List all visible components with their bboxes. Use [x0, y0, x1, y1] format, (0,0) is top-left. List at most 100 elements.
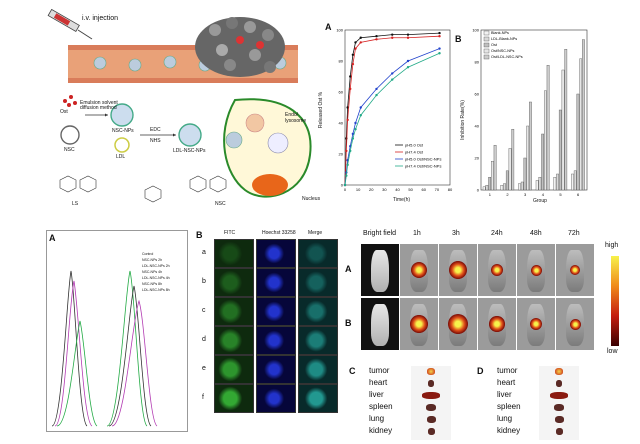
release-point: [354, 128, 357, 131]
inhibition-bar: [523, 157, 527, 191]
confocal-cell: [214, 268, 254, 297]
inhibition-category: 1: [489, 192, 492, 197]
imaging-row-b: B: [345, 318, 352, 328]
release-ytick: 20: [339, 152, 344, 157]
panel-a-letter: A: [325, 22, 332, 32]
organ-image: [554, 404, 564, 411]
confocal-header-fitc: FITC: [224, 230, 236, 236]
fluorescence-signal: [490, 263, 504, 277]
ldl-label: LDL: [116, 154, 126, 160]
inhibition-chart: B 0 20 40 60 80 100 1 2 3 4 5 6 Blank-NPs LDL-Blank-N…: [455, 22, 595, 207]
confocal-cell: [298, 326, 338, 355]
organ-label: kidney: [497, 426, 521, 435]
release-point: [351, 132, 355, 136]
inhibition-legend-label: Ost/LDL-NSC-NPs: [491, 55, 523, 59]
organ-label: heart: [497, 378, 516, 387]
confocal-cell: [298, 268, 338, 297]
inhibition-bar: [573, 170, 577, 191]
inhibition-bar: [526, 125, 530, 191]
organ-image: [550, 392, 568, 399]
release-ytick: 0: [341, 183, 344, 188]
release-point: [438, 52, 441, 55]
fluorescence-signal: [569, 318, 581, 330]
schematic-svg: [47, 8, 312, 203]
release-point: [438, 35, 441, 38]
nsc-np: [110, 103, 134, 127]
inhibition-bar: [482, 186, 486, 191]
release-xlabel: Time(h): [393, 197, 411, 203]
confocal-cell: [256, 239, 296, 268]
release-xtick: 60: [422, 187, 427, 192]
inhibition-legend-swatch: [483, 54, 490, 60]
nucleus-label: Nucleus: [302, 196, 321, 202]
release-point: [359, 106, 362, 109]
tumor-cluster: [195, 17, 285, 77]
inhibition-bar: [518, 183, 521, 191]
release-point: [375, 35, 378, 38]
inhibition-ytick: 20: [475, 156, 480, 161]
inhibition-bar: [553, 176, 557, 191]
release-xtick: 0: [344, 187, 347, 192]
release-point: [349, 75, 352, 78]
release-point: [346, 118, 349, 122]
inhibition-legend-swatch: [483, 30, 490, 36]
confocal-cell: [298, 384, 338, 413]
release-xtick: 20: [369, 187, 374, 192]
organ-label: tumor: [369, 366, 390, 375]
release-point: [406, 59, 410, 63]
confocal-cell: [256, 326, 296, 355]
colorbar-high: high: [605, 242, 619, 249]
inhibition-bar: [520, 181, 524, 191]
release-point: [359, 36, 362, 39]
ost-dots: [63, 95, 77, 107]
fluorescence-signal: [569, 264, 581, 276]
confocal-cell: [256, 297, 296, 326]
inhibition-category: 5: [559, 192, 562, 197]
inhibition-bar: [535, 180, 539, 191]
schematic-figure: i.v. injection Ost Emulsion solvent diff…: [40, 5, 335, 210]
inhibition-bar: [538, 176, 542, 191]
inhibition-legend-swatch: [483, 48, 490, 54]
organ-panel-d-content: tumor heart liver spleen lung kidney: [487, 366, 597, 442]
flow-histogram: [51, 270, 158, 427]
inhibition-category: 4: [542, 192, 545, 197]
inhibition-ytick: 60: [475, 92, 480, 97]
release-point: [406, 33, 410, 36]
inhibition-category: 2: [506, 192, 509, 197]
inhibition-category: 3: [524, 192, 527, 197]
imaging-panel: Bright field 1h 3h 24h 48h 72h A B high …: [345, 230, 630, 442]
release-ytick: 40: [339, 121, 344, 126]
organ-label: lung: [497, 414, 513, 423]
inhibition-bar: [582, 39, 585, 191]
edc-label: EDC: [150, 127, 161, 133]
release-point: [406, 36, 410, 39]
fluorescence-signal: [529, 317, 543, 331]
syringe-icon: [47, 8, 93, 40]
release-point: [375, 93, 378, 97]
inhibition-bar: [541, 133, 545, 191]
release-point: [391, 72, 394, 75]
mouse-image: [371, 304, 389, 346]
release-point: [345, 174, 348, 177]
confocal-row-label: e: [202, 365, 206, 372]
header-48h: 48h: [530, 230, 542, 237]
release-xtick: 30: [382, 187, 387, 192]
flow-panel-letter: A: [49, 233, 56, 243]
flow-legend-item: LDL-NSC-NPs 4h: [142, 276, 170, 280]
organ-panel-c: C: [349, 366, 356, 376]
confocal-row-label: c: [202, 307, 206, 314]
imaging-headers: Bright field 1h 3h 24h 48h 72h: [363, 230, 603, 242]
organ-image: [555, 368, 563, 375]
fluorescence-signal: [448, 260, 468, 280]
organ-image: [426, 404, 436, 411]
flow-legend-item: LDL-NSC-NPs 8h: [142, 288, 170, 292]
release-point: [346, 163, 349, 167]
release-series-line: [344, 32, 440, 186]
inhibition-bar: [505, 170, 509, 191]
fluorescence-signal: [489, 316, 505, 332]
confocal-row-label: a: [202, 249, 206, 256]
iv-injection-label: i.v. injection: [82, 15, 119, 22]
inhibition-bar: [579, 58, 583, 191]
header-1h: 1h: [413, 230, 421, 237]
inhibition-legend-swatch: [483, 36, 490, 42]
